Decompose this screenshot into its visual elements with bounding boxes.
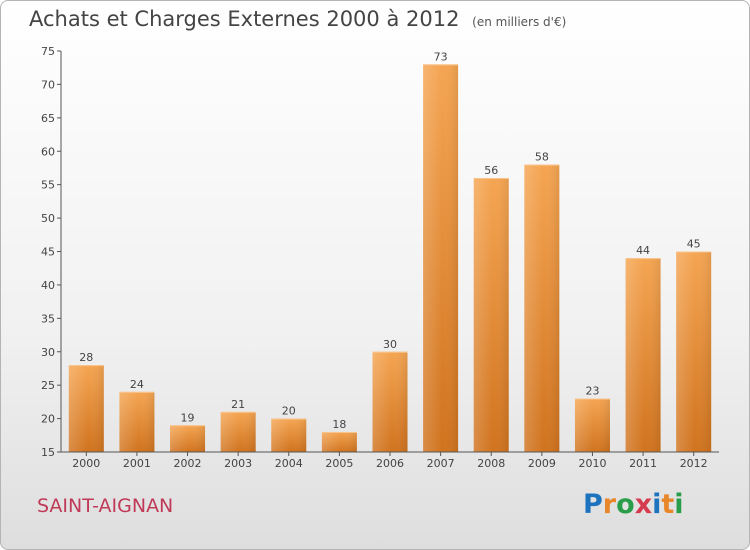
bar-value-label: 24 xyxy=(130,378,144,391)
bar-shade xyxy=(68,365,104,452)
logo-letter: r xyxy=(602,489,617,520)
bar-value-label: 56 xyxy=(484,164,498,177)
x-tick-label: 2007 xyxy=(427,457,455,470)
x-tick-label: 2009 xyxy=(528,457,556,470)
bar-value-label: 20 xyxy=(282,405,296,418)
x-tick-label: 2006 xyxy=(376,457,404,470)
bar-shade xyxy=(271,418,307,452)
x-tick-label: 2010 xyxy=(578,457,606,470)
y-tick-label: 65 xyxy=(41,112,55,125)
proxiti-logo: Proxiti xyxy=(583,489,684,520)
bar-value-label: 44 xyxy=(636,244,650,257)
bar-shade xyxy=(625,258,661,452)
bar-value-label: 23 xyxy=(585,385,599,398)
bar-value-label: 21 xyxy=(231,398,245,411)
bar-shade xyxy=(170,425,206,452)
bar-value-label: 19 xyxy=(181,411,195,424)
logo-letter: P xyxy=(583,489,603,520)
y-tick-label: 50 xyxy=(41,212,55,225)
x-tick-label: 2011 xyxy=(629,457,657,470)
chart-title: Achats et Charges Externes 2000 à 2012 (… xyxy=(29,7,566,31)
y-tick-label: 20 xyxy=(41,413,55,426)
x-axis: 2000 2001 2002 2003 2004 2005 2006 2007 2008 2009… xyxy=(61,451,719,470)
bar-shade xyxy=(220,411,256,452)
bar-value-label: 73 xyxy=(434,50,448,63)
y-tick-label: 55 xyxy=(41,179,55,192)
chart-title-text: Achats et Charges Externes 2000 à 2012 xyxy=(29,7,460,31)
logo-letter: i xyxy=(674,489,684,520)
x-tick-label: 2003 xyxy=(224,457,252,470)
logo-letter: t xyxy=(661,489,675,520)
town-name: SAINT-AIGNAN xyxy=(37,495,174,517)
y-tick-label: 45 xyxy=(41,246,55,259)
y-tick-label: 25 xyxy=(41,379,55,392)
y-tick-label: 60 xyxy=(41,145,55,158)
logo-letter: x xyxy=(634,489,653,520)
bar-shade xyxy=(676,251,712,452)
bar-value-label: 45 xyxy=(687,238,701,251)
bar-shade xyxy=(524,164,560,452)
x-tick-label: 2000 xyxy=(72,457,100,470)
logo-letter: i xyxy=(652,489,662,520)
y-tick-label: 30 xyxy=(41,346,55,359)
y-tick-label: 40 xyxy=(41,279,55,292)
bar-shade xyxy=(372,351,408,452)
logo-letter: o xyxy=(616,489,635,520)
x-tick-label: 2008 xyxy=(477,457,505,470)
bar-shade xyxy=(119,391,155,452)
x-tick-label: 2002 xyxy=(174,457,202,470)
bars: 28 24 19 21 20 18 30 73 56 58 23 44 45 xyxy=(68,50,712,452)
bar-shade xyxy=(321,431,357,452)
bar-value-label: 30 xyxy=(383,338,397,351)
y-axis: 15 20 25 30 35 40 45 50 55 60 65 70 75 xyxy=(41,45,62,459)
bar-shade xyxy=(574,398,610,452)
bar-shade xyxy=(473,177,509,452)
y-tick-label: 75 xyxy=(41,45,55,58)
y-tick-label: 15 xyxy=(41,446,55,459)
y-tick-label: 70 xyxy=(41,78,55,91)
x-tick-label: 2001 xyxy=(123,457,151,470)
x-tick-label: 2004 xyxy=(275,457,303,470)
x-tick-label: 2005 xyxy=(325,457,353,470)
bar-shade xyxy=(423,64,459,452)
y-tick-label: 35 xyxy=(41,312,55,325)
bar-value-label: 28 xyxy=(79,351,93,364)
bar-value-label: 18 xyxy=(332,418,346,431)
x-tick-label: 2012 xyxy=(680,457,708,470)
chart-unit: (en milliers d'€) xyxy=(472,15,567,29)
bar-value-label: 58 xyxy=(535,151,549,164)
